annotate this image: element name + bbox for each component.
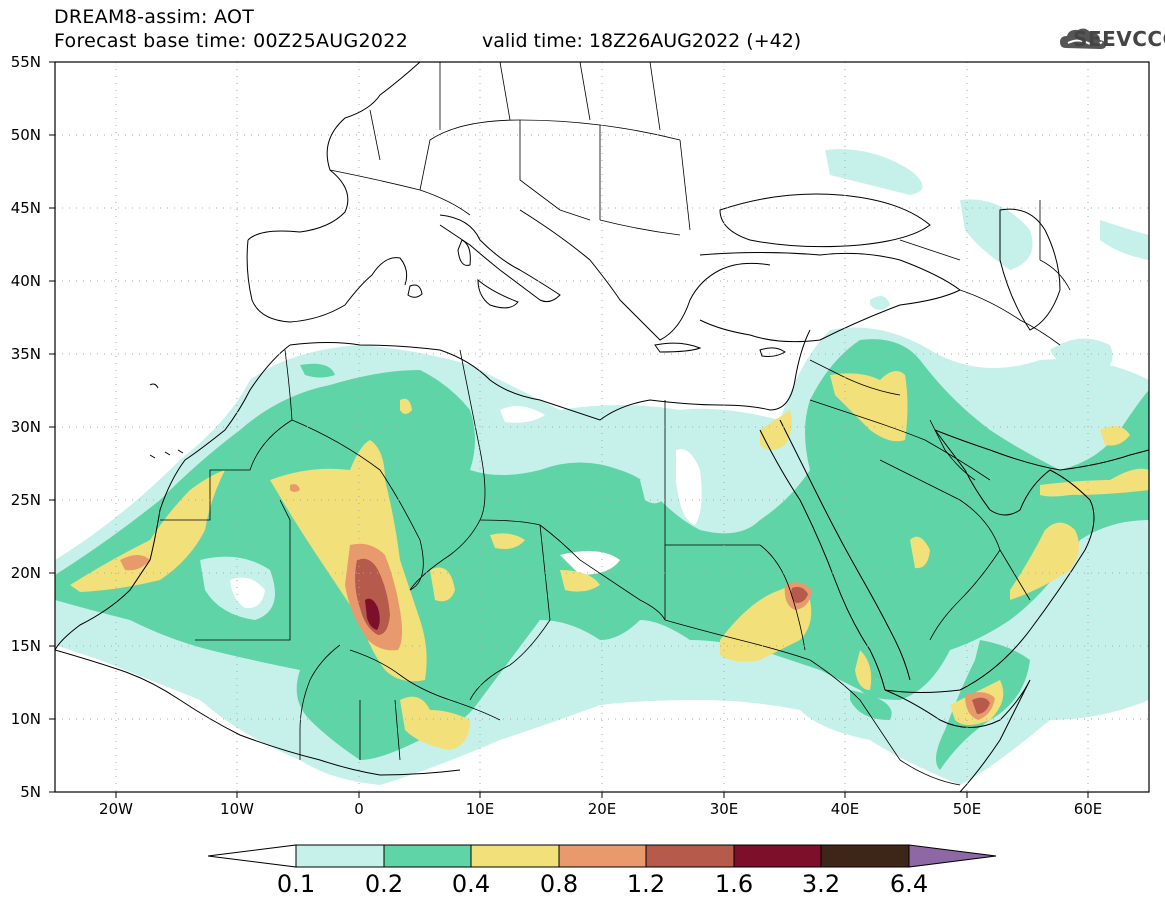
map-title-line1: DREAM8-assim: AOT <box>54 6 255 28</box>
lat-label: 50N <box>10 126 41 144</box>
colorbar-segment <box>645 844 735 868</box>
colorbar-label: 0.8 <box>539 870 579 898</box>
colorbar-segment <box>470 844 560 868</box>
colorbar <box>207 844 997 868</box>
lon-label: 10E <box>465 800 495 818</box>
lon-label: 20W <box>99 800 133 818</box>
lon-label: 0 <box>354 800 364 818</box>
colorbar-label: 1.6 <box>714 870 754 898</box>
lon-label: 40E <box>830 800 860 818</box>
colorbar-segment <box>295 844 385 868</box>
lon-label: 60E <box>1073 800 1103 818</box>
colorbar-label: 0.2 <box>364 870 404 898</box>
lat-label: 10N <box>10 710 41 728</box>
lon-label: 20E <box>587 800 617 818</box>
lon-label: 30E <box>709 800 739 818</box>
lat-label: 15N <box>10 637 41 655</box>
lat-label: 25N <box>10 491 41 509</box>
colorbar-label: 0.1 <box>276 870 316 898</box>
lon-label: 10W <box>220 800 254 818</box>
lat-label: 45N <box>10 199 41 217</box>
map-title-base-time: Forecast base time: 00Z25AUG2022 <box>54 30 409 52</box>
colorbar-label: 6.4 <box>889 870 929 898</box>
country-borders <box>160 62 1071 786</box>
lon-label: 50E <box>952 800 982 818</box>
lat-label: 20N <box>10 564 41 582</box>
colorbar-label: 0.4 <box>451 870 491 898</box>
cloud-icon <box>1060 28 1106 49</box>
seevccc-logo: SEEVCCC <box>1073 27 1165 51</box>
axis-ticks <box>49 61 1089 798</box>
colorbar-over-triangle <box>908 844 997 868</box>
colorbar-under-triangle <box>207 844 297 868</box>
lat-label: 55N <box>10 53 41 71</box>
map-title-valid-time: valid time: 18Z26AUG2022 (+42) <box>482 30 802 52</box>
lat-label: 5N <box>20 783 41 801</box>
colorbar-segment <box>558 844 647 868</box>
colorbar-segment <box>820 844 910 868</box>
graticule <box>55 62 1149 792</box>
lat-label: 35N <box>10 345 41 363</box>
lat-label: 40N <box>10 272 41 290</box>
colorbar-segment <box>733 844 822 868</box>
colorbar-label: 1.2 <box>626 870 666 898</box>
colorbar-label: 3.2 <box>801 870 841 898</box>
coastlines <box>55 62 1149 792</box>
colorbar-segment <box>383 844 472 868</box>
lat-label: 30N <box>10 418 41 436</box>
